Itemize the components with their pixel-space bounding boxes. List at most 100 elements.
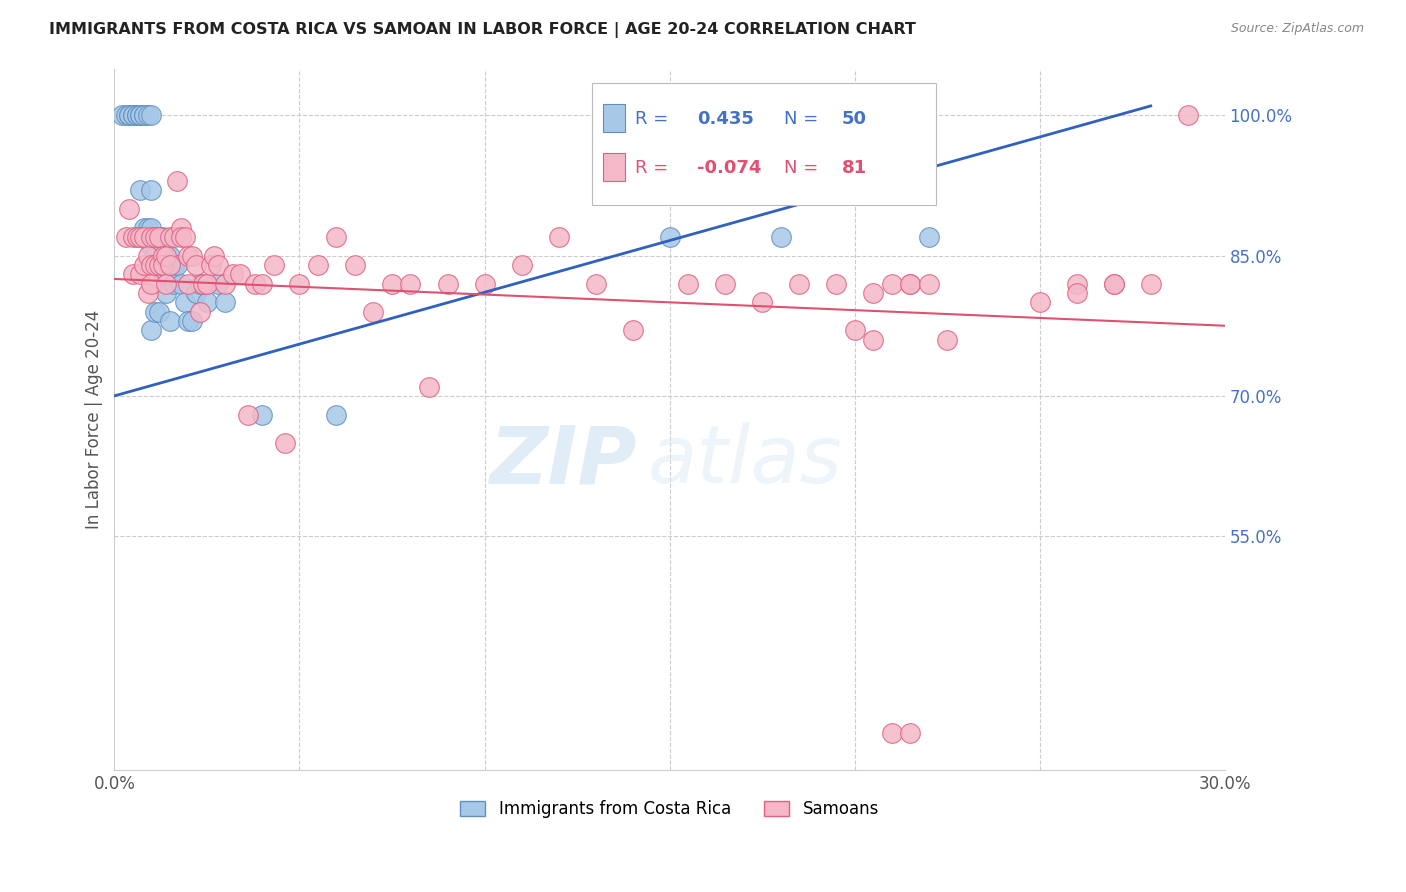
Point <box>676 277 699 291</box>
Point <box>143 249 166 263</box>
Point <box>862 285 884 300</box>
Point <box>155 285 177 300</box>
Point <box>207 258 229 272</box>
Point <box>1028 295 1050 310</box>
Point <box>125 230 148 244</box>
Point <box>917 277 939 291</box>
Point <box>162 277 184 291</box>
Point <box>166 258 188 272</box>
Point <box>1139 277 1161 291</box>
Point <box>132 220 155 235</box>
Point <box>621 323 644 337</box>
Text: atlas: atlas <box>647 422 842 500</box>
Point <box>825 277 848 291</box>
Point <box>141 108 163 122</box>
Point <box>162 258 184 272</box>
Point <box>184 285 207 300</box>
Point <box>184 258 207 272</box>
Point <box>200 258 222 272</box>
Point <box>880 277 903 291</box>
Point <box>787 277 810 291</box>
Point <box>148 230 170 244</box>
Point <box>122 267 145 281</box>
Point <box>474 277 496 291</box>
Point <box>898 277 921 291</box>
Point <box>122 108 145 122</box>
Point <box>880 725 903 739</box>
Point <box>862 333 884 347</box>
Y-axis label: In Labor Force | Age 20-24: In Labor Force | Age 20-24 <box>86 310 103 529</box>
Point <box>122 230 145 244</box>
Text: 0.435: 0.435 <box>697 110 754 128</box>
Text: R =: R = <box>636 110 668 128</box>
Point <box>159 258 181 272</box>
Point <box>177 277 200 291</box>
Point <box>288 277 311 291</box>
Point <box>399 277 422 291</box>
Point <box>143 230 166 244</box>
Point <box>547 230 569 244</box>
FancyBboxPatch shape <box>592 83 936 205</box>
Point <box>148 258 170 272</box>
Text: N =: N = <box>785 110 818 128</box>
Point <box>195 295 218 310</box>
Point <box>136 285 159 300</box>
FancyBboxPatch shape <box>603 103 626 132</box>
Point <box>152 258 174 272</box>
Point <box>1066 285 1088 300</box>
Point <box>170 277 193 291</box>
Point <box>129 267 152 281</box>
Point <box>307 258 329 272</box>
Point <box>252 408 274 422</box>
Point <box>159 230 181 244</box>
Point <box>381 277 404 291</box>
Point <box>159 249 181 263</box>
Point <box>1177 108 1199 122</box>
Point <box>236 408 259 422</box>
Point <box>188 277 211 291</box>
Point <box>125 108 148 122</box>
Point <box>325 230 347 244</box>
Point <box>1066 277 1088 291</box>
Point <box>229 267 252 281</box>
Point <box>917 230 939 244</box>
Text: -0.074: -0.074 <box>697 159 762 178</box>
Point <box>114 230 136 244</box>
Text: R =: R = <box>636 159 668 178</box>
Point <box>177 249 200 263</box>
Point <box>243 277 266 291</box>
Point <box>129 108 152 122</box>
Point <box>132 108 155 122</box>
Point <box>152 249 174 263</box>
Point <box>214 295 236 310</box>
Point <box>132 230 155 244</box>
Point <box>111 108 134 122</box>
Point <box>143 258 166 272</box>
Point <box>1102 277 1125 291</box>
Point <box>152 230 174 244</box>
Point <box>118 108 141 122</box>
Point <box>343 258 366 272</box>
Point <box>195 277 218 291</box>
Point <box>222 267 245 281</box>
Point <box>173 230 195 244</box>
Point <box>173 295 195 310</box>
Point <box>418 379 440 393</box>
Point <box>751 295 773 310</box>
Point <box>143 230 166 244</box>
Point <box>202 249 225 263</box>
Point <box>844 323 866 337</box>
Text: 81: 81 <box>842 159 866 178</box>
Legend: Immigrants from Costa Rica, Samoans: Immigrants from Costa Rica, Samoans <box>454 794 886 825</box>
Point <box>118 202 141 216</box>
Text: IMMIGRANTS FROM COSTA RICA VS SAMOAN IN LABOR FORCE | AGE 20-24 CORRELATION CHAR: IMMIGRANTS FROM COSTA RICA VS SAMOAN IN … <box>49 22 917 38</box>
Point <box>136 108 159 122</box>
Point <box>898 725 921 739</box>
FancyBboxPatch shape <box>603 153 626 181</box>
Point <box>181 249 204 263</box>
Point <box>129 108 152 122</box>
Point <box>118 108 141 122</box>
Point <box>141 258 163 272</box>
Point <box>166 174 188 188</box>
Point <box>148 304 170 318</box>
